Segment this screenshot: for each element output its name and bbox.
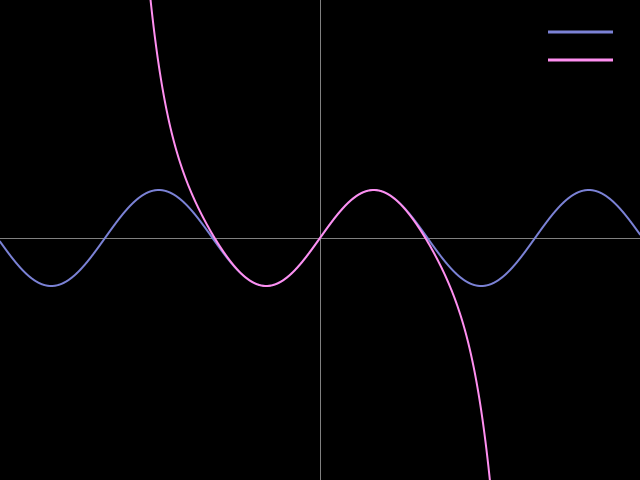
series-line-taylor-approximation: [149, 0, 491, 480]
legend: [548, 30, 613, 62]
